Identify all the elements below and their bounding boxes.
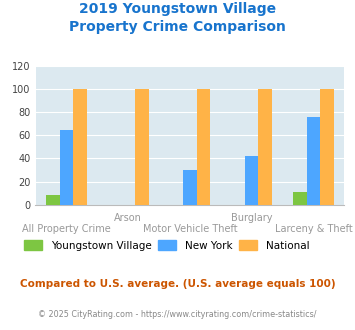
- Text: Motor Vehicle Theft: Motor Vehicle Theft: [143, 224, 237, 234]
- Text: Arson: Arson: [114, 213, 142, 223]
- Text: Burglary: Burglary: [231, 213, 272, 223]
- Bar: [135, 89, 148, 205]
- Bar: [320, 89, 334, 205]
- Text: Larceny & Theft: Larceny & Theft: [274, 224, 353, 234]
- Legend: Youngstown Village, New York, National: Youngstown Village, New York, National: [20, 236, 313, 255]
- Text: Compared to U.S. average. (U.S. average equals 100): Compared to U.S. average. (U.S. average …: [20, 279, 335, 289]
- Bar: [183, 170, 197, 205]
- Bar: [197, 89, 210, 205]
- Bar: [258, 89, 272, 205]
- Bar: [293, 192, 307, 205]
- Text: 2019 Youngstown Village
Property Crime Comparison: 2019 Youngstown Village Property Crime C…: [69, 2, 286, 34]
- Bar: [46, 195, 60, 205]
- Bar: [245, 156, 258, 205]
- Bar: [60, 129, 73, 205]
- Text: All Property Crime: All Property Crime: [22, 224, 111, 234]
- Text: © 2025 CityRating.com - https://www.cityrating.com/crime-statistics/: © 2025 CityRating.com - https://www.city…: [38, 310, 317, 319]
- Bar: [307, 117, 320, 205]
- Bar: [73, 89, 87, 205]
